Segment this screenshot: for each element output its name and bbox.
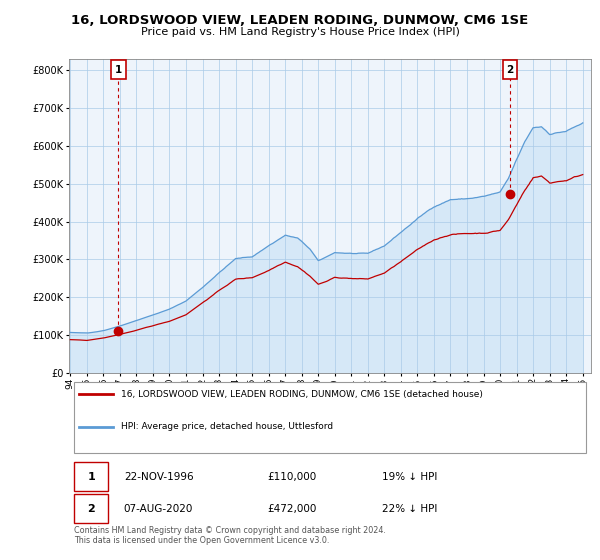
Text: 16, LORDSWOOD VIEW, LEADEN RODING, DUNMOW, CM6 1SE: 16, LORDSWOOD VIEW, LEADEN RODING, DUNMO… [71,14,529,27]
Text: 16, LORDSWOOD VIEW, LEADEN RODING, DUNMOW, CM6 1SE (detached house): 16, LORDSWOOD VIEW, LEADEN RODING, DUNMO… [121,390,483,399]
FancyBboxPatch shape [74,382,586,454]
Text: Contains HM Land Registry data © Crown copyright and database right 2024.
This d: Contains HM Land Registry data © Crown c… [74,526,386,545]
Bar [111,60,125,79]
FancyBboxPatch shape [74,494,108,523]
Text: 2: 2 [88,504,95,514]
Text: HPI: Average price, detached house, Uttlesford: HPI: Average price, detached house, Uttl… [121,422,334,431]
Text: 19% ↓ HPI: 19% ↓ HPI [382,472,437,482]
Text: 22% ↓ HPI: 22% ↓ HPI [382,504,437,514]
Text: 07-AUG-2020: 07-AUG-2020 [124,504,193,514]
Text: £110,000: £110,000 [268,472,317,482]
Text: £472,000: £472,000 [268,504,317,514]
Text: 2: 2 [506,65,514,75]
Text: Price paid vs. HM Land Registry's House Price Index (HPI): Price paid vs. HM Land Registry's House … [140,27,460,37]
Bar [503,60,517,79]
Text: 1: 1 [115,65,122,75]
Text: 22-NOV-1996: 22-NOV-1996 [124,472,193,482]
Text: 1: 1 [88,472,95,482]
FancyBboxPatch shape [74,462,108,491]
